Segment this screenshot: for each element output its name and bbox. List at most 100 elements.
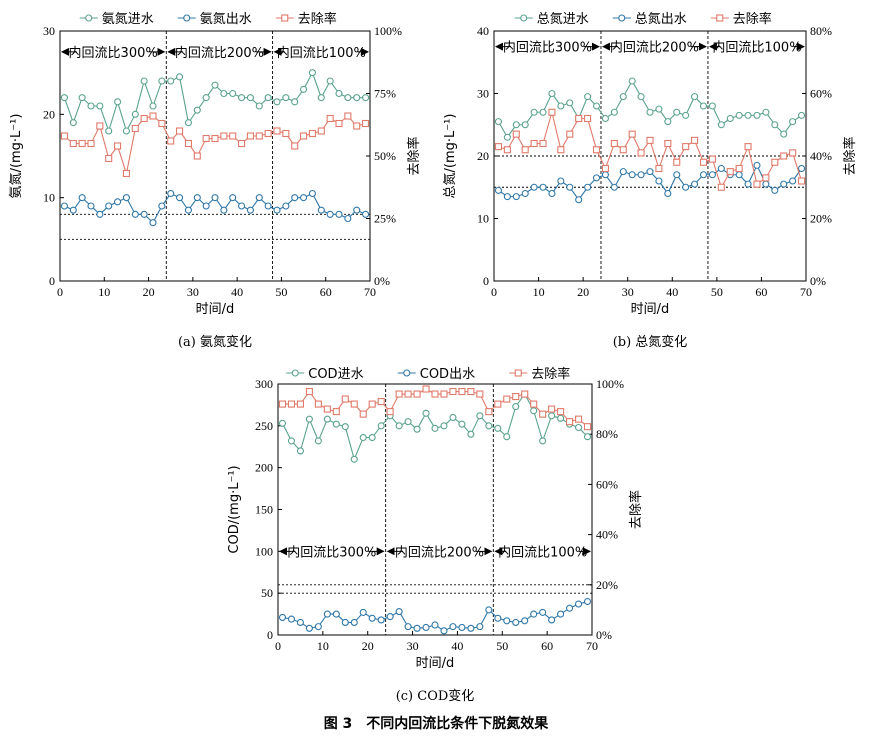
legend-marker-removal: [716, 14, 724, 22]
data-point-removal: [449, 387, 457, 396]
data-point-influent: [655, 105, 663, 113]
data-point-influent: [699, 102, 708, 110]
data-point-removal: [691, 136, 699, 144]
data-point-effluent: [592, 174, 601, 182]
data-point-effluent: [458, 623, 466, 632]
data-point-influent: [717, 121, 725, 129]
data-point-effluent: [539, 608, 547, 616]
phase-label: 内回流比300%: [287, 544, 376, 560]
x-tick-label: 20: [143, 285, 155, 299]
data-point-influent: [503, 133, 511, 141]
data-point-effluent: [717, 164, 725, 173]
data-point-removal: [584, 114, 592, 123]
data-point-effluent: [753, 161, 761, 169]
y-tick-label: 0: [267, 628, 273, 642]
chart-caption: (b) 总氮变化: [613, 334, 688, 350]
data-point-effluent: [220, 206, 228, 214]
data-point-removal: [87, 139, 95, 148]
data-point-effluent: [122, 194, 130, 202]
x-tick-label: 60: [541, 639, 553, 653]
data-point-influent: [557, 102, 565, 110]
chart-caption: (a) 氨氮变化: [178, 334, 252, 350]
data-point-influent: [673, 108, 681, 116]
data-point-removal: [548, 405, 556, 413]
y2-tick-label: 75%: [374, 87, 396, 101]
data-point-influent: [753, 111, 761, 119]
data-point-influent: [114, 98, 122, 106]
data-point-removal: [353, 122, 361, 130]
data-point-effluent: [494, 614, 502, 622]
data-point-effluent: [255, 194, 263, 202]
data-point-influent: [359, 433, 367, 442]
phase-label-bg: [403, 542, 476, 560]
data-point-effluent: [335, 210, 343, 218]
data-point-influent: [512, 403, 520, 411]
phase-label-bg: [76, 42, 150, 60]
data-point-effluent: [476, 623, 484, 631]
data-point-effluent: [637, 171, 645, 179]
data-point-effluent: [238, 202, 246, 210]
data-point-effluent: [229, 194, 237, 202]
data-point-influent: [335, 89, 343, 98]
data-point-removal: [282, 129, 290, 138]
data-point-removal: [184, 139, 192, 148]
data-point-effluent: [610, 183, 618, 191]
x-tick-label: 50: [275, 285, 287, 299]
data-point-influent: [323, 415, 331, 423]
data-point-influent: [300, 85, 308, 93]
data-point-removal: [300, 132, 308, 140]
data-point-effluent: [584, 183, 592, 191]
data-point-effluent: [619, 168, 627, 176]
data-point-influent: [762, 108, 770, 116]
data-point-removal: [512, 392, 520, 401]
y-tick-label: 100: [255, 544, 273, 558]
data-point-influent: [494, 424, 502, 432]
data-point-influent: [637, 93, 645, 101]
data-point-removal: [708, 155, 716, 163]
data-point-removal: [440, 390, 448, 398]
data-point-removal: [350, 400, 358, 408]
data-point-effluent: [530, 183, 538, 191]
data-point-influent: [78, 94, 86, 102]
data-point-removal: [557, 408, 565, 416]
chart-panel-0: 0 10 20 30 40 50 60 70 0 10 20 30 0% 25% 50% 75% 100% 时间/…: [9, 11, 422, 350]
data-point-removal: [566, 418, 574, 426]
phase-label: 内回流比200%: [610, 40, 699, 56]
y-tick-label: 50: [261, 586, 273, 600]
data-point-removal: [255, 132, 263, 140]
data-point-influent: [735, 111, 743, 119]
data-point-influent: [305, 415, 313, 423]
data-point-effluent: [539, 183, 547, 191]
data-point-removal: [149, 112, 157, 120]
legend-label: 总氮进水: [537, 12, 589, 27]
data-point-removal: [114, 142, 122, 150]
data-point-effluent: [548, 616, 556, 624]
data-point-removal: [592, 146, 601, 154]
data-point-effluent: [440, 627, 448, 635]
x-tick-label: 0: [275, 639, 281, 653]
data-point-effluent: [467, 624, 475, 632]
data-point-removal: [158, 119, 166, 128]
legend-marker-influent: [291, 369, 299, 377]
data-point-effluent: [184, 206, 192, 214]
data-point-removal: [264, 129, 272, 138]
data-point-effluent: [353, 206, 361, 214]
data-point-effluent: [735, 171, 743, 179]
y-tick-label: 10: [43, 191, 55, 205]
data-point-removal: [575, 114, 583, 123]
data-point-influent: [229, 89, 237, 98]
data-point-influent: [530, 108, 538, 116]
data-point-removal: [797, 177, 806, 185]
plots-group: 0 10 20 30 40 50 60 7001020300%25%50%75%100%时间/…: [9, 11, 858, 704]
y2-axis-label: 去除率: [628, 490, 644, 529]
data-point-effluent: [359, 608, 367, 616]
legend-label: COD进水: [308, 367, 363, 382]
y2-tick-label: 60%: [596, 477, 618, 491]
data-point-effluent: [308, 189, 316, 198]
data-point-influent: [69, 119, 77, 127]
data-point-effluent: [521, 617, 529, 625]
phase-label: 内回流比100%: [712, 40, 801, 56]
data-point-effluent: [264, 202, 272, 210]
data-point-effluent: [646, 168, 654, 176]
data-point-effluent: [789, 177, 797, 185]
